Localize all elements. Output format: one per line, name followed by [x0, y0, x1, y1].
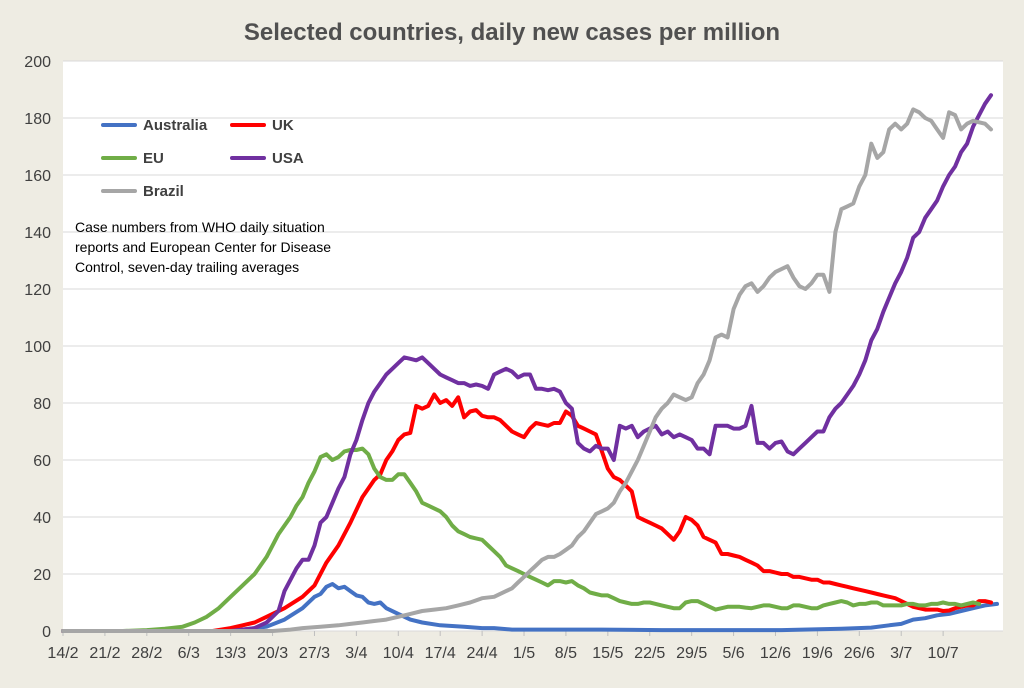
- x-tick-label: 6/3: [178, 645, 200, 662]
- x-tick-label: 12/6: [760, 645, 791, 662]
- annotation-line: Case numbers from WHO daily situation: [75, 219, 325, 235]
- x-tick-label: 22/5: [634, 645, 665, 662]
- series-line-usa: [61, 93, 993, 633]
- legend-label-brazil: Brazil: [143, 183, 184, 200]
- y-tick-label: 80: [33, 396, 51, 413]
- x-tick-label: 28/2: [131, 645, 162, 662]
- x-tick-label: 14/2: [47, 645, 78, 662]
- x-tick-label: 5/6: [722, 645, 744, 662]
- x-tick-label: 17/4: [425, 645, 456, 662]
- y-tick-label: 180: [24, 111, 51, 128]
- y-tick-label: 100: [24, 339, 51, 356]
- y-tick-label: 160: [24, 168, 51, 185]
- x-tick-label: 24/4: [467, 645, 498, 662]
- y-tick-label: 60: [33, 453, 51, 470]
- x-axis-ticks: 14/2 21/2 28/2 6/3 13/3 20/3 27/3 3/4 10/4 17/4 24…: [47, 631, 959, 662]
- y-tick-label: 120: [24, 282, 51, 299]
- x-tick-label: 26/6: [844, 645, 875, 662]
- chart-title: Selected countries, daily new cases per …: [244, 19, 780, 46]
- annotation-line: reports and European Center for Disease: [75, 239, 331, 255]
- y-tick-label: 0: [42, 624, 51, 641]
- x-tick-label: 10/7: [928, 645, 959, 662]
- x-tick-label: 8/5: [555, 645, 577, 662]
- y-tick-label: 200: [24, 54, 51, 71]
- y-tick-label: 20: [33, 567, 51, 584]
- y-tick-label: 140: [24, 225, 51, 242]
- legend-label-uk: UK: [272, 117, 294, 134]
- x-tick-label: 15/5: [592, 645, 623, 662]
- x-tick-label: 29/5: [676, 645, 707, 662]
- series-lines: [61, 93, 999, 633]
- y-tick-label: 40: [33, 510, 51, 527]
- annotation-note: Case numbers from WHO daily situation rep…: [75, 219, 331, 275]
- legend-label-eu: EU: [143, 150, 164, 167]
- x-tick-label: 1/5: [513, 645, 535, 662]
- x-tick-label: 19/6: [802, 645, 833, 662]
- y-axis-ticks: 0 20 40 60 80 100 120 140 160 180 200: [24, 54, 51, 641]
- x-tick-label: 3/7: [890, 645, 912, 662]
- legend-label-australia: Australia: [143, 117, 208, 134]
- series-line-eu: [61, 446, 982, 633]
- annotation-line: Control, seven-day trailing averages: [75, 259, 299, 275]
- x-tick-label: 3/4: [345, 645, 367, 662]
- series-line-brazil: [61, 107, 993, 633]
- x-tick-label: 20/3: [257, 645, 288, 662]
- x-tick-label: 13/3: [215, 645, 246, 662]
- x-tick-label: 21/2: [89, 645, 120, 662]
- x-tick-label: 10/4: [383, 645, 414, 662]
- legend: Australia UK EU USA Brazil: [101, 117, 304, 200]
- series-line-australia: [61, 582, 999, 633]
- x-tick-label: 27/3: [299, 645, 330, 662]
- series-line-uk: [61, 392, 993, 633]
- legend-label-usa: USA: [272, 150, 304, 167]
